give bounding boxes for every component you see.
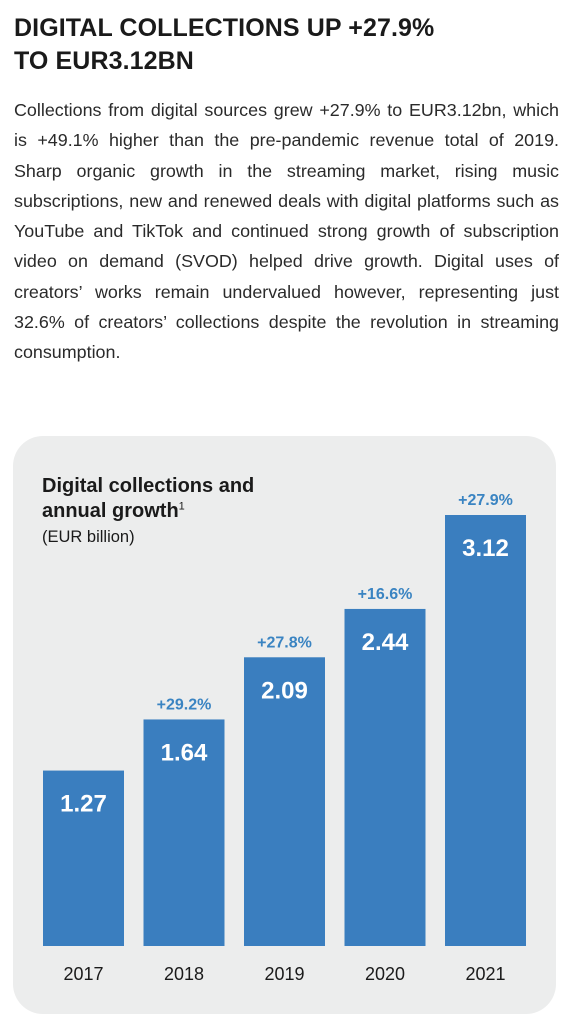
chart-unit: (EUR billion) bbox=[42, 528, 135, 546]
x-tick-label: 2018 bbox=[164, 964, 204, 984]
growth-label: +16.6% bbox=[358, 586, 413, 603]
growth-label: +29.2% bbox=[157, 696, 212, 713]
chart-title-line-2-text: annual growth bbox=[42, 500, 179, 522]
headline-line-1: DIGITAL COLLECTIONS UP +27.9% bbox=[14, 14, 435, 42]
growth-label: +27.8% bbox=[257, 634, 312, 651]
bar-2021 bbox=[445, 515, 526, 946]
headline: DIGITAL COLLECTIONS UP +27.9% TO EUR3.12… bbox=[14, 12, 554, 78]
bar-2019 bbox=[244, 657, 325, 946]
article-body: Collections from digital sources grew +2… bbox=[14, 100, 559, 363]
chart-card: Digital collections and annual growth1 (… bbox=[13, 436, 556, 1014]
bar-value-label: 1.27 bbox=[60, 791, 107, 818]
bar-chart: 1.27 2017 1.64 +29.2% 2018 2.09 +27.8% 2019 2.44… bbox=[43, 492, 526, 984]
bar-value-label: 3.12 bbox=[462, 535, 509, 562]
bar-value-label: 2.09 bbox=[261, 677, 308, 704]
bar-value-label: 2.44 bbox=[362, 629, 409, 656]
x-tick-label: 2021 bbox=[465, 964, 505, 984]
bar-2018 bbox=[143, 719, 225, 946]
chart-title: Digital collections and annual growth1 bbox=[42, 474, 254, 524]
chart-title-line-2: annual growth1 bbox=[42, 499, 254, 524]
footnote-marker: 1 bbox=[178, 500, 185, 513]
headline-line-2: TO EUR3.12BN bbox=[14, 47, 194, 75]
bar-value-label: 1.64 bbox=[161, 739, 208, 766]
x-tick-label: 2017 bbox=[63, 964, 103, 984]
x-tick-label: 2019 bbox=[264, 964, 304, 984]
growth-label: +27.9% bbox=[458, 492, 513, 509]
bar-2020 bbox=[344, 608, 426, 946]
x-tick-label: 2020 bbox=[365, 964, 405, 984]
chart-title-line-1: Digital collections and bbox=[42, 475, 255, 497]
bar-2017 bbox=[43, 770, 124, 946]
